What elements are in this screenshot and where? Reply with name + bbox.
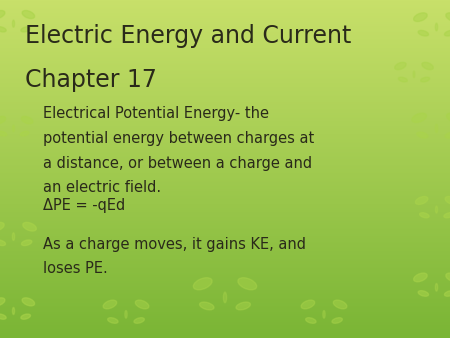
Ellipse shape bbox=[417, 132, 428, 138]
Text: As a charge moves, it gains KE, and: As a charge moves, it gains KE, and bbox=[43, 237, 306, 251]
Ellipse shape bbox=[199, 302, 214, 310]
Ellipse shape bbox=[419, 213, 429, 218]
Ellipse shape bbox=[20, 131, 29, 136]
Ellipse shape bbox=[103, 300, 117, 309]
Ellipse shape bbox=[412, 113, 427, 122]
Ellipse shape bbox=[0, 116, 6, 124]
Ellipse shape bbox=[0, 222, 4, 231]
Ellipse shape bbox=[422, 62, 433, 70]
Ellipse shape bbox=[0, 131, 7, 136]
Ellipse shape bbox=[445, 196, 450, 204]
Ellipse shape bbox=[445, 30, 450, 36]
Ellipse shape bbox=[21, 27, 31, 32]
Ellipse shape bbox=[414, 13, 427, 22]
Ellipse shape bbox=[445, 291, 450, 296]
Ellipse shape bbox=[435, 124, 438, 132]
Ellipse shape bbox=[22, 298, 35, 306]
Ellipse shape bbox=[398, 77, 407, 82]
Ellipse shape bbox=[13, 308, 14, 314]
Ellipse shape bbox=[0, 10, 5, 19]
Ellipse shape bbox=[13, 125, 14, 132]
Ellipse shape bbox=[413, 71, 415, 78]
Ellipse shape bbox=[0, 298, 5, 306]
Ellipse shape bbox=[446, 273, 450, 282]
Ellipse shape bbox=[0, 27, 6, 32]
Text: Electrical Potential Energy- the: Electrical Potential Energy- the bbox=[43, 106, 269, 121]
Ellipse shape bbox=[333, 300, 347, 309]
Ellipse shape bbox=[108, 318, 118, 323]
Ellipse shape bbox=[445, 132, 450, 138]
Ellipse shape bbox=[421, 77, 430, 82]
Ellipse shape bbox=[23, 222, 36, 231]
Ellipse shape bbox=[13, 20, 14, 27]
Text: potential energy between charges at: potential energy between charges at bbox=[43, 131, 314, 146]
Ellipse shape bbox=[435, 23, 438, 31]
Ellipse shape bbox=[414, 273, 427, 282]
Ellipse shape bbox=[125, 311, 127, 318]
Ellipse shape bbox=[444, 213, 450, 218]
Ellipse shape bbox=[436, 206, 437, 213]
Ellipse shape bbox=[134, 318, 144, 323]
Ellipse shape bbox=[418, 30, 428, 36]
Text: Chapter 17: Chapter 17 bbox=[25, 68, 157, 92]
Ellipse shape bbox=[435, 284, 438, 291]
Ellipse shape bbox=[332, 318, 342, 323]
Text: ΔPE = -qEd: ΔPE = -qEd bbox=[43, 198, 125, 213]
Ellipse shape bbox=[22, 10, 35, 19]
Ellipse shape bbox=[22, 240, 32, 246]
Ellipse shape bbox=[194, 278, 212, 290]
Ellipse shape bbox=[236, 302, 251, 310]
Ellipse shape bbox=[323, 311, 325, 318]
Ellipse shape bbox=[301, 300, 315, 309]
Ellipse shape bbox=[306, 318, 316, 323]
Ellipse shape bbox=[446, 13, 450, 22]
Ellipse shape bbox=[446, 113, 450, 122]
Text: a distance, or between a charge and: a distance, or between a charge and bbox=[43, 156, 312, 171]
Ellipse shape bbox=[21, 116, 33, 124]
Ellipse shape bbox=[418, 291, 428, 296]
Ellipse shape bbox=[0, 240, 5, 246]
Ellipse shape bbox=[395, 62, 406, 70]
Ellipse shape bbox=[0, 314, 6, 319]
Ellipse shape bbox=[238, 278, 256, 290]
Text: an electric field.: an electric field. bbox=[43, 180, 161, 195]
Text: Electric Energy and Current: Electric Energy and Current bbox=[25, 24, 351, 48]
Ellipse shape bbox=[415, 196, 428, 204]
Ellipse shape bbox=[135, 300, 149, 309]
Ellipse shape bbox=[12, 233, 15, 240]
Text: loses PE.: loses PE. bbox=[43, 261, 108, 276]
Ellipse shape bbox=[21, 314, 31, 319]
Ellipse shape bbox=[223, 292, 227, 303]
